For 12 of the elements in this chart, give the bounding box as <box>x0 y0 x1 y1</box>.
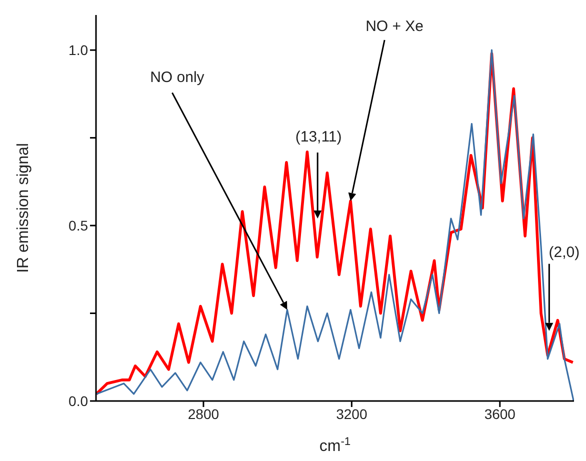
x-axis-title: cm$^{-1}$ <box>319 436 351 455</box>
annotation: (2,0) <box>548 244 580 261</box>
x-tick-label: 3600 <box>484 406 516 422</box>
annotation: (13,11) <box>295 128 342 146</box>
x-tick-label: 2800 <box>188 406 220 422</box>
annotation: NO + Xe <box>366 18 424 35</box>
annotation: NO only <box>150 68 205 86</box>
y-tick-label: 1.0 <box>68 42 88 58</box>
x-tick-label: 3200 <box>336 406 368 422</box>
y-axis-title: IR emission signal <box>15 143 32 273</box>
y-tick-label: 0.5 <box>68 218 88 234</box>
y-tick-label: 0.0 <box>68 392 88 409</box>
